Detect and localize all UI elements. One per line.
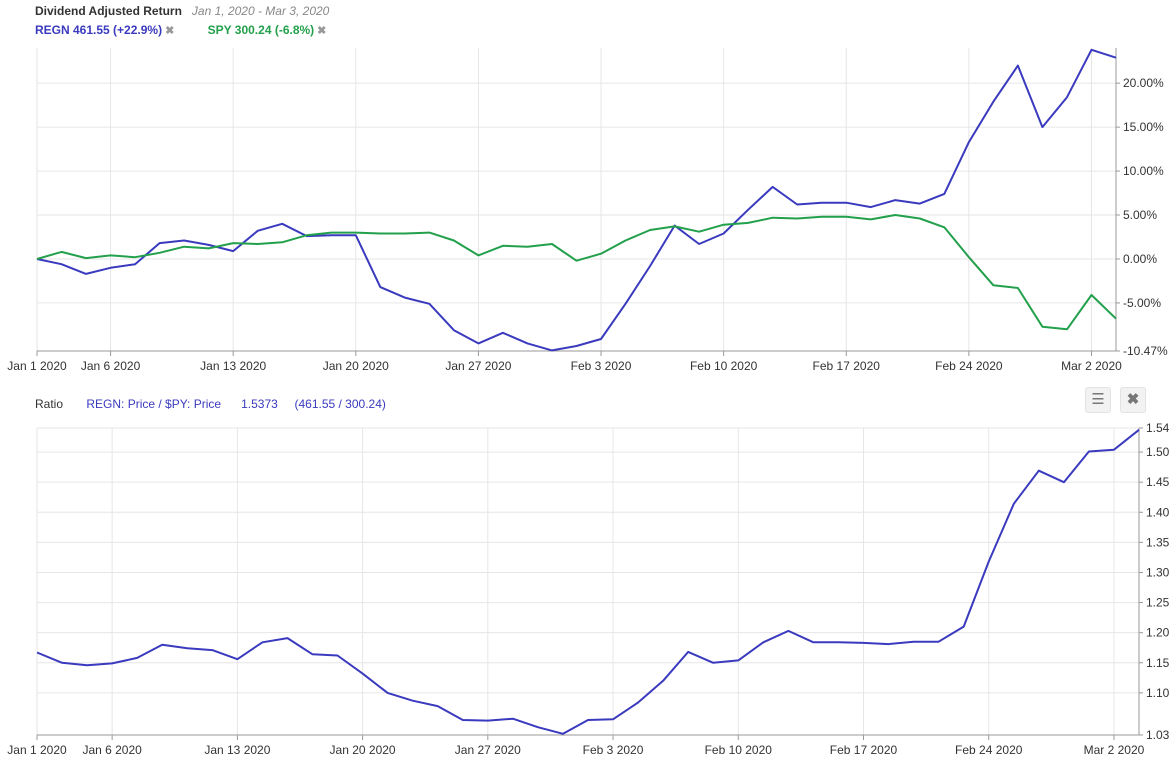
x-tick-label: Jan 1 2020 [7,359,67,373]
chart-title: Dividend Adjusted Return [35,4,182,18]
x-tick-label: Jan 6 2020 [81,359,141,373]
legend-item-regn[interactable]: REGN 461.55 (+22.9%) ✖ [35,23,178,37]
x-tick-label: Jan 20 2020 [323,359,389,373]
ratio-formula: REGN: Price / $PY: Price [86,397,222,411]
x-tick-label: Jan 20 2020 [330,743,396,757]
x-tick-label: Feb 17 2020 [830,743,898,757]
y-tick-label: 5.00% [1123,208,1157,222]
x-tick-label: Feb 3 2020 [571,359,632,373]
ratio-value: 1.5373 [241,397,278,411]
legend-label-regn: REGN 461.55 (+22.9%) [35,23,163,37]
x-tick-label: Jan 6 2020 [82,743,142,757]
y-tick-label: -10.47% [1123,344,1168,358]
legend-label-spy: SPY 300.24 (-6.8%) [207,23,315,37]
x-tick-label: Jan 1 2020 [7,743,67,757]
series-line-spy [36,214,1117,331]
y-tick-label: 1.10 [1146,686,1170,700]
close-icon[interactable]: ✖ [165,25,175,37]
y-tick-label: 1.54 [1146,421,1170,435]
ratio-title: Ratio [35,397,64,411]
top-chart-header: Dividend Adjusted Return Jan 1, 2020 - M… [35,4,329,18]
hamburger-menu-icon[interactable]: ☰ [1085,387,1111,413]
x-tick-label: Feb 17 2020 [813,359,881,373]
x-tick-label: Jan 13 2020 [204,743,270,757]
y-tick-label: 1.45 [1146,475,1170,489]
series-line-regn [36,48,1117,352]
x-tick-label: Jan 27 2020 [445,359,511,373]
y-tick-label: 1.35 [1146,535,1170,549]
x-tick-label: Mar 2 2020 [1084,743,1145,757]
x-tick-label: Feb 3 2020 [583,743,644,757]
return-chart: Jan 1 2020 Jan 6 2020 Jan 13 2020 Jan 20 20… [7,48,1168,373]
legend-item-spy[interactable]: SPY 300.24 (-6.8%) ✖ [208,23,327,37]
y-tick-label: 1.30 [1146,565,1170,579]
x-tick-label: Jan 13 2020 [200,359,266,373]
y-tick-label: 20.00% [1123,76,1164,90]
series-line-regn-price-py-price [36,429,1140,735]
close-icon[interactable]: ✖ [317,25,327,37]
x-tick-label: Jan 27 2020 [455,743,521,757]
x-tick-label: Feb 24 2020 [955,743,1023,757]
x-tick-label: Feb 10 2020 [705,743,773,757]
y-tick-label: 0.00% [1123,252,1157,266]
y-tick-label: 1.15 [1146,656,1170,670]
close-icon[interactable]: ✖ [1120,387,1146,413]
date-range: Jan 1, 2020 - Mar 3, 2020 [191,4,330,18]
y-tick-label: 1.50 [1146,445,1170,459]
y-tick-label: 10.00% [1123,164,1164,178]
y-tick-label: 15.00% [1123,120,1164,134]
x-tick-label: Feb 10 2020 [690,359,758,373]
ratio-detail: (461.55 / 300.24) [294,397,386,411]
y-tick-label: -5.00% [1123,296,1161,310]
x-tick-label: Feb 24 2020 [935,359,1003,373]
ratio-chart-header: Ratio REGN: Price / $PY: Price 1.5373 (4… [35,397,386,411]
y-tick-label: 1.03 [1146,728,1170,742]
y-tick-label: 1.40 [1146,505,1170,519]
x-tick-label: Mar 2 2020 [1061,359,1122,373]
y-tick-label: 1.20 [1146,626,1170,640]
y-tick-label: 1.25 [1146,596,1170,610]
top-chart-legend: REGN 461.55 (+22.9%) ✖ SPY 300.24 (-6.8%)… [35,23,326,37]
ratio-chart: Jan 1 2020 Jan 6 2020 Jan 13 2020 Jan 20 20… [7,421,1170,757]
